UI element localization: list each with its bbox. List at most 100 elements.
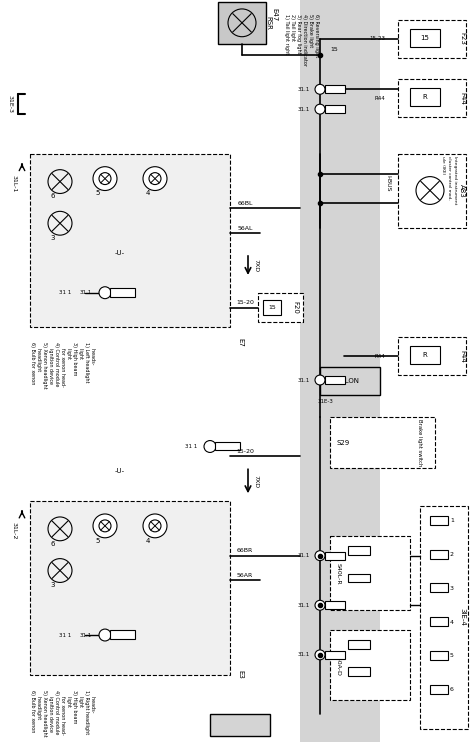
Text: -U-: -U-	[115, 468, 125, 474]
Bar	[325, 601, 345, 609]
Text: 2: 2	[450, 552, 454, 557]
Text: A83: A83	[459, 183, 465, 197]
Bar	[218, 2, 266, 43]
Text: 7XD: 7XD	[254, 260, 258, 272]
Text: 6: 6	[51, 194, 55, 200]
Text: E47: E47	[271, 8, 277, 22]
Text: 66BR: 66BR	[237, 548, 253, 554]
Circle shape	[315, 85, 325, 94]
Text: 31.1: 31.1	[298, 603, 310, 608]
Text: light: light	[66, 343, 71, 359]
Text: S40L-R: S40L-R	[336, 562, 340, 584]
Circle shape	[315, 650, 325, 660]
Text: 6) Reversing light: 6) Reversing light	[314, 14, 319, 57]
Text: I-BUS: I-BUS	[385, 175, 391, 191]
Text: S60A-D: S60A-D	[336, 653, 340, 676]
Bar	[110, 288, 135, 297]
Bar	[410, 88, 440, 106]
Text: Brake light switch: Brake light switch	[418, 419, 422, 466]
Bar	[325, 376, 345, 384]
Text: S29: S29	[337, 440, 350, 446]
Text: 5) Brake light: 5) Brake light	[308, 14, 313, 47]
Text: E3: E3	[237, 670, 243, 679]
Circle shape	[93, 167, 117, 191]
Circle shape	[315, 375, 325, 385]
Text: 3) High beam: 3) High beam	[72, 343, 77, 375]
Text: 3: 3	[51, 583, 55, 589]
Text: E7: E7	[237, 338, 243, 347]
Text: 5) Xenon headlight: 5) Xenon headlight	[42, 343, 47, 389]
Bar	[410, 346, 440, 364]
Bar	[320, 367, 380, 395]
Text: 15-20: 15-20	[236, 449, 254, 454]
Text: for xenon head-: for xenon head-	[60, 690, 65, 735]
Text: 31.1: 31.1	[298, 652, 310, 657]
Bar	[330, 536, 410, 610]
Text: 7XD: 7XD	[254, 475, 258, 488]
Bar	[330, 630, 410, 699]
Text: 15-20: 15-20	[236, 300, 254, 305]
Text: 15-23: 15-23	[369, 36, 385, 41]
Bar	[398, 79, 466, 117]
Bar	[420, 506, 468, 729]
Text: R44: R44	[374, 354, 385, 359]
Text: Integrated instrument: Integrated instrument	[453, 156, 457, 204]
Bar	[430, 651, 448, 660]
Text: F44: F44	[459, 350, 465, 363]
Text: 3) High beam: 3) High beam	[72, 690, 77, 723]
Text: 1) Right headlight: 1) Right headlight	[84, 690, 89, 734]
Text: heads-: heads-	[90, 343, 95, 365]
Text: 5) Xenon headlight: 5) Xenon headlight	[42, 690, 47, 736]
Bar	[300, 0, 380, 742]
Text: 3: 3	[51, 235, 55, 241]
Text: 31 1: 31 1	[185, 444, 197, 449]
Bar	[348, 640, 370, 649]
Text: 31.1: 31.1	[80, 633, 92, 637]
Text: -U-: -U-	[115, 250, 125, 256]
Text: 31.1: 31.1	[298, 107, 310, 111]
Text: 6) Bulb for xenon: 6) Bulb for xenon	[30, 343, 35, 384]
Circle shape	[93, 514, 117, 538]
Bar	[398, 337, 466, 375]
Text: 6) Bulb for xenon: 6) Bulb for xenon	[30, 690, 35, 732]
Bar	[348, 546, 370, 555]
Bar	[430, 516, 448, 525]
Bar	[430, 550, 448, 559]
Text: ule (IKE): ule (IKE)	[441, 156, 445, 174]
Bar	[30, 501, 230, 675]
Text: light: light	[78, 690, 83, 707]
Text: 6: 6	[450, 687, 454, 692]
Text: 2) Tail light: 2) Tail light	[290, 14, 295, 41]
Bar	[410, 28, 440, 46]
Bar	[348, 574, 370, 583]
Text: light: light	[66, 690, 71, 707]
Text: 4: 4	[146, 191, 150, 197]
Bar	[258, 292, 303, 322]
Text: 56AL: 56AL	[237, 226, 253, 230]
Text: 31L-2: 31L-2	[11, 522, 17, 539]
Bar	[430, 684, 448, 693]
Text: 15: 15	[330, 47, 338, 52]
Circle shape	[99, 629, 111, 641]
Text: 15: 15	[268, 305, 276, 310]
Text: 31E-3: 31E-3	[318, 399, 334, 405]
Bar	[348, 666, 370, 675]
Bar	[30, 154, 230, 328]
Bar	[330, 417, 435, 468]
Text: 31 1: 31 1	[59, 290, 71, 295]
Text: headlight: headlight	[36, 343, 41, 372]
Bar	[110, 630, 135, 639]
Bar	[325, 85, 345, 94]
Text: 31.1: 31.1	[298, 378, 310, 382]
Text: 5: 5	[96, 191, 100, 197]
Circle shape	[143, 514, 167, 538]
Circle shape	[315, 601, 325, 610]
Text: R: R	[423, 352, 428, 358]
Bar	[325, 651, 345, 659]
Text: 5: 5	[96, 538, 100, 544]
Bar	[215, 441, 240, 450]
Text: 56AR: 56AR	[237, 573, 253, 578]
Bar	[325, 105, 345, 113]
Text: F23: F23	[459, 32, 465, 45]
Circle shape	[204, 441, 216, 453]
